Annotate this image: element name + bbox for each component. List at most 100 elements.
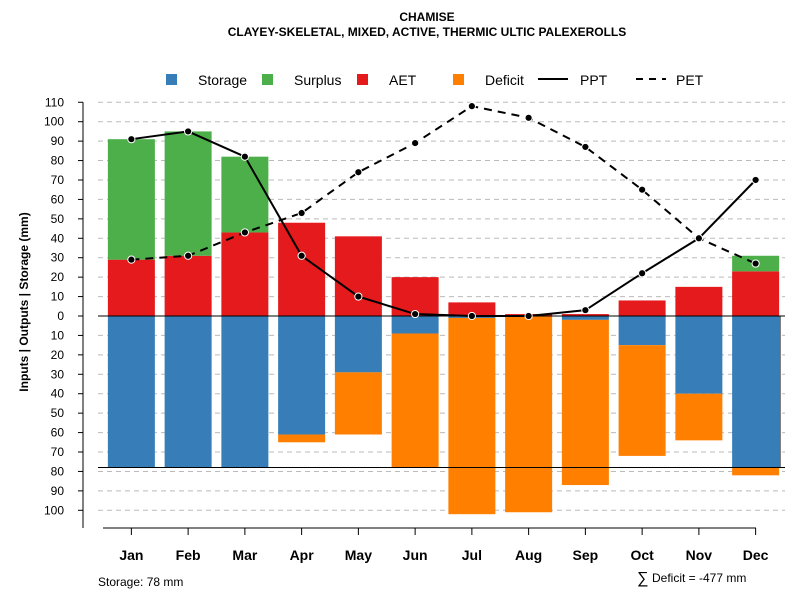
ppt-point-jan <box>127 135 136 144</box>
chart-title: CHAMISE <box>399 10 454 24</box>
y-tick-label: 10 <box>51 328 65 342</box>
ppt-point-feb <box>184 127 193 136</box>
pet-point-apr <box>297 208 306 218</box>
y-tick-label: 60 <box>51 192 65 206</box>
footer-storage: Storage: 78 mm <box>98 575 183 589</box>
pet-point-oct <box>638 185 647 194</box>
bar-aet-oct <box>618 300 666 316</box>
bar-storage-jan <box>107 316 155 468</box>
bar-deficit-may <box>334 372 382 435</box>
bar-deficit-jun <box>391 333 439 468</box>
ppt-point-apr <box>297 251 306 260</box>
bar-surplus-jan <box>107 139 155 260</box>
chart-subtitle: CLAYEY-SKELETAL, MIXED, ACTIVE, THERMIC … <box>228 25 626 39</box>
bar-aet-sep <box>561 314 609 316</box>
y-axis-label: Inputs | Outputs | Storage (mm) <box>17 212 31 391</box>
y-tick-label: 60 <box>51 426 65 440</box>
pet-point-jul <box>467 102 476 111</box>
bar-surplus-mar <box>221 156 269 233</box>
ppt-point-dec <box>751 175 760 185</box>
ppt-point-nov <box>694 234 703 243</box>
x-tick-label: Dec <box>743 547 769 563</box>
legend-swatch-deficit <box>453 74 464 85</box>
bar-storage-sep <box>561 316 609 320</box>
x-tick-label: Jul <box>462 547 482 563</box>
bar-storage-may <box>334 316 382 373</box>
reference-lines <box>98 315 785 469</box>
bar-storage-apr <box>278 316 326 435</box>
pet-point-feb <box>184 251 193 260</box>
ppt-point-jul <box>467 311 476 321</box>
bar-aet-nov <box>675 286 723 316</box>
y-tick-label: 90 <box>51 134 65 148</box>
ppt-point-may <box>354 292 363 301</box>
y-tick-label: 10 <box>51 290 65 304</box>
bar-storage-feb <box>164 316 212 468</box>
bar-storage-oct <box>618 316 666 346</box>
legend-swatch-surplus <box>262 74 273 85</box>
bar-storage-dec <box>732 316 780 468</box>
bar-aet-jul <box>448 302 496 316</box>
y-tick-label: 100 <box>44 503 64 517</box>
bar-aet-feb <box>164 255 212 316</box>
x-tick-label: Mar <box>232 547 257 563</box>
bar-aet-dec <box>732 271 780 316</box>
legend-swatch-storage <box>166 74 177 85</box>
y-tick-label: 100 <box>44 115 64 129</box>
pet-point-aug <box>524 113 533 122</box>
ppt-point-aug <box>524 311 533 321</box>
pet-point-jan <box>127 255 136 264</box>
bar-deficit-jul <box>448 317 496 515</box>
x-tick-label: Jun <box>403 547 428 563</box>
bar-deficit-nov <box>675 393 723 441</box>
legend-label-pet: PET <box>676 72 704 88</box>
ppt-point-oct <box>638 269 647 278</box>
bar-aet-jan <box>107 259 155 316</box>
legend-label-aet: AET <box>389 72 417 88</box>
y-tick-label: 0 <box>57 309 64 323</box>
y-tick-label: 110 <box>45 95 64 109</box>
bar-storage-mar <box>221 316 269 468</box>
bar-deficit-aug <box>505 316 553 513</box>
sum-icon: ∑ <box>637 570 648 587</box>
legend-swatch-aet <box>357 74 368 85</box>
y-tick-label: 40 <box>51 387 65 401</box>
footer-deficit: Deficit = -477 mm <box>652 571 746 585</box>
x-tick-label: Nov <box>686 547 713 563</box>
pet-point-jun <box>411 138 420 148</box>
legend-label-surplus: Surplus <box>294 72 341 88</box>
bar-deficit-oct <box>618 345 666 456</box>
y-tick-label: 40 <box>51 231 65 245</box>
x-tick-label: Sep <box>573 547 599 563</box>
pet-point-dec <box>751 259 760 268</box>
y-tick-label: 30 <box>51 251 65 265</box>
y-tick-label: 70 <box>51 445 65 459</box>
bar-deficit-dec <box>732 467 780 476</box>
pet-point-mar <box>240 228 249 237</box>
bar-deficit-apr <box>278 434 326 443</box>
x-tick-label: Apr <box>290 547 315 563</box>
legend: Storage Surplus AET Deficit PPT PET <box>166 72 704 88</box>
ppt-point-jun <box>411 309 420 319</box>
y-tick-label: 50 <box>51 406 65 420</box>
x-tick-label: May <box>345 547 372 563</box>
bar-surplus-feb <box>164 131 212 256</box>
y-tick-label: 80 <box>51 154 65 168</box>
x-tick-label: Oct <box>630 547 654 563</box>
ppt-line <box>131 130 757 317</box>
legend-label-ppt: PPT <box>580 72 608 88</box>
ppt-point-mar <box>240 152 249 161</box>
y-tick-label: 80 <box>51 464 65 478</box>
axes: 1009080706050403020100102030405060708090… <box>44 95 769 563</box>
y-tick-label: 20 <box>51 270 65 284</box>
x-tick-label: Feb <box>176 547 201 563</box>
bar-aet-may <box>334 236 382 316</box>
y-tick-label: 20 <box>51 348 65 362</box>
legend-label-deficit: Deficit <box>485 72 524 88</box>
pet-point-may <box>354 168 363 177</box>
ppt-point-sep <box>581 306 590 315</box>
y-tick-label: 50 <box>51 212 65 226</box>
x-tick-label: Aug <box>515 547 542 563</box>
legend-label-storage: Storage <box>198 72 247 88</box>
